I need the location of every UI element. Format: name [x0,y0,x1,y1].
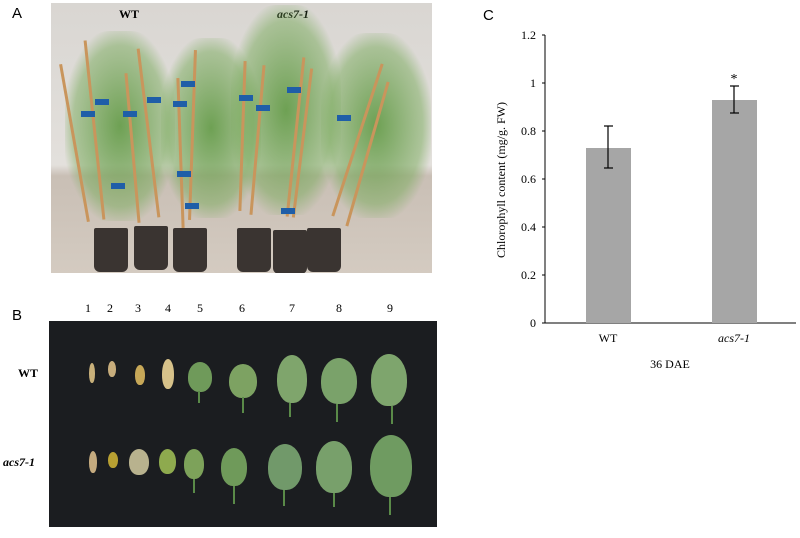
significance-marker: * [731,72,738,87]
y-tick: 1 [530,76,536,90]
y-tick: 0.8 [521,124,536,138]
y-tick: 0.2 [521,268,536,282]
leaf-number: 3 [135,301,141,315]
leaf-number: 5 [197,301,203,315]
row-label-acs7: acs7-1 [3,455,35,469]
chlorophyll-chart: 0 0.2 0.4 0.6 0.8 1 1.2 * WT acs7-1 36 D… [480,0,800,400]
y-tick: 0.4 [521,220,536,234]
row-label-wt: WT [18,366,39,380]
y-tick: 1.2 [521,28,536,42]
y-tick: 0.6 [521,172,536,186]
bar-wt [586,148,631,323]
y-tick: 0 [530,316,536,330]
x-tick-wt: WT [599,331,618,345]
leaf-number: 9 [387,301,393,315]
panel-b-letter: B [12,307,23,324]
leaves-photo [49,321,437,527]
x-tick-acs7: acs7-1 [718,331,750,345]
leaf-number: 8 [336,301,342,315]
x-axis-label: 36 DAE [650,357,690,371]
panel-c-letter: C [483,7,494,24]
y-axis-label: Chlorophyll content (mg/g. FW) [494,102,508,258]
leaf-number: 7 [289,301,295,315]
bar-acs7 [712,100,757,323]
panel-a-letter: A [12,5,23,22]
photo-label-wt: WT [119,7,140,21]
leaf-number: 2 [107,301,113,315]
leaf-number: 1 [85,301,91,315]
leaf-number: 4 [165,301,171,315]
plants-photo: WT acs7-1 [51,3,432,273]
leaf-number: 6 [239,301,245,315]
